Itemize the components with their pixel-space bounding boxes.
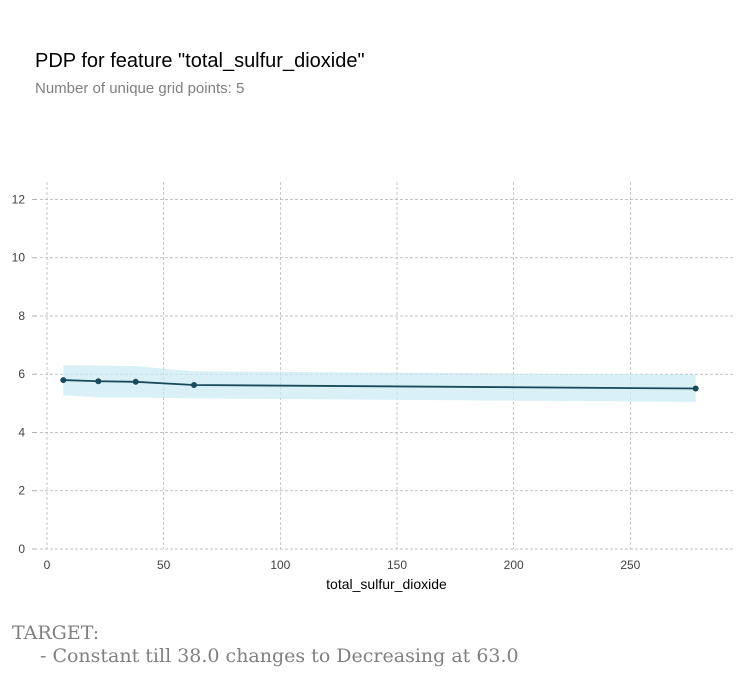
pdp-chart: 0 50 100 150 200 250 0 2 4 6 8 10 12 total_sulfur_d…: [12, 182, 733, 592]
x-tick-label: 250: [620, 558, 640, 572]
pdp-point: [132, 378, 139, 385]
y-tick-label: 4: [18, 425, 25, 439]
chart-subtitle: Number of unique grid points: 5: [35, 80, 245, 97]
x-tick-label: 100: [270, 558, 290, 572]
y-tick-label: 8: [18, 309, 25, 323]
pdp-point: [60, 377, 67, 384]
grid-lines: [40, 182, 733, 550]
confidence-band-area: [63, 365, 696, 402]
x-tick-label: 150: [387, 558, 407, 572]
y-tick-label: 0: [18, 542, 25, 556]
chart-title: PDP for feature "total_sulfur_dioxide": [35, 50, 365, 72]
pdp-point: [95, 378, 102, 385]
x-axis-ticks: 0 50 100 150 200 250: [44, 558, 641, 572]
y-tick-label: 10: [12, 251, 26, 265]
y-tick-label: 12: [12, 192, 26, 206]
x-axis-label: total_sulfur_dioxide: [326, 576, 447, 592]
x-tick-label: 200: [504, 558, 524, 572]
target-note: - Constant till 38.0 changes to Decreasi…: [40, 645, 519, 667]
pdp-points: [60, 377, 699, 392]
x-tick-label: 0: [44, 558, 51, 572]
pdp-point: [692, 385, 699, 392]
y-tick-label: 2: [18, 484, 25, 498]
x-tick-label: 50: [157, 558, 171, 572]
y-axis-ticks: 0 2 4 6 8 10 12: [12, 192, 37, 556]
y-tick-label: 6: [18, 367, 25, 381]
target-heading: TARGET:: [12, 622, 100, 644]
confidence-band: [63, 365, 696, 402]
pdp-point: [191, 382, 197, 389]
